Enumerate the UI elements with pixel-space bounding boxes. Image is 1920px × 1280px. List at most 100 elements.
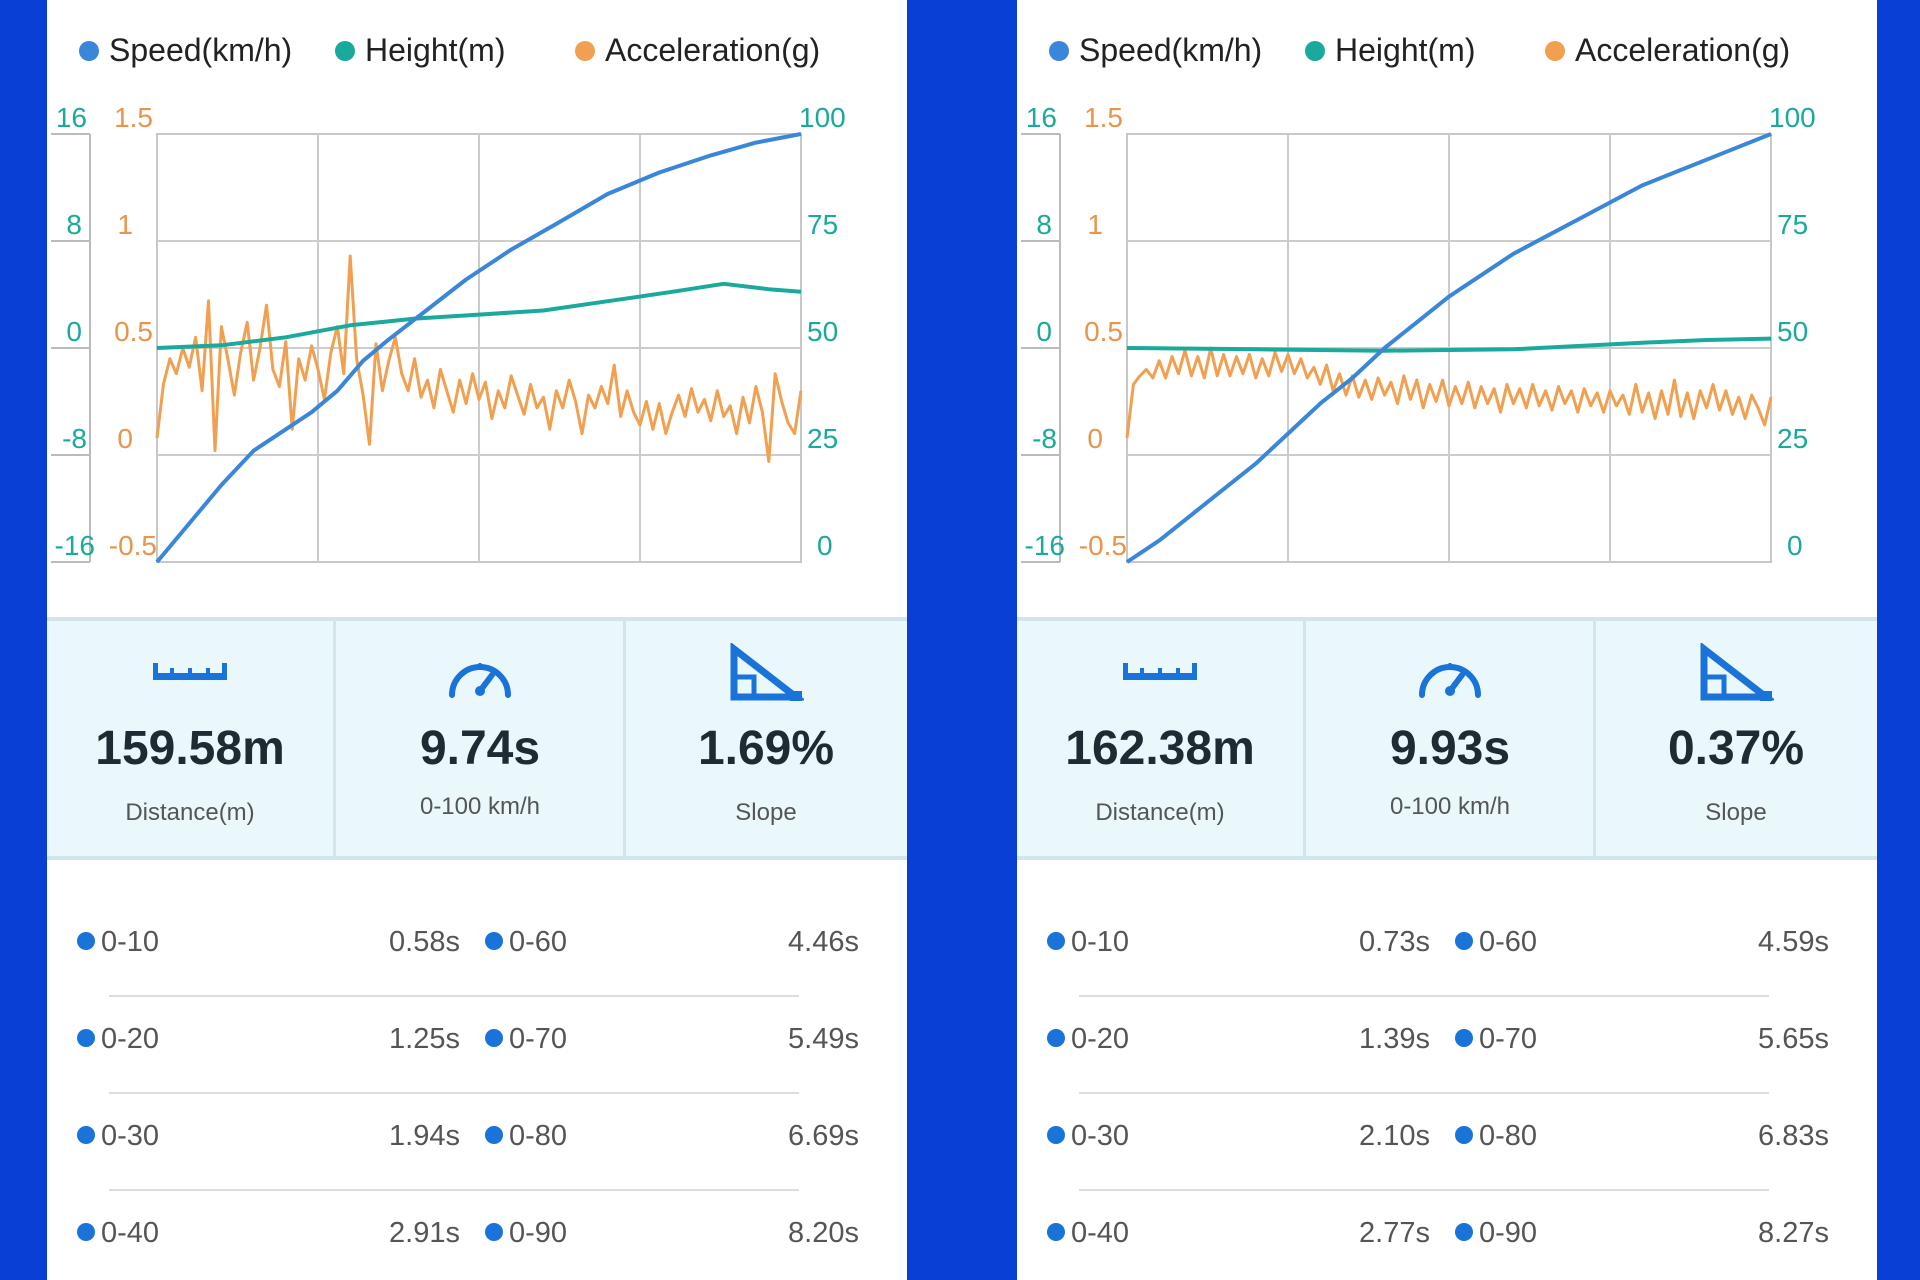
split-time: 4.59s	[1758, 926, 1829, 958]
split-dot-icon	[1455, 1223, 1473, 1242]
acceleration-tick-label: 1.5	[114, 102, 153, 133]
split-dot-icon	[485, 1126, 503, 1145]
split-time: 1.39s	[1359, 1023, 1430, 1055]
slope-label: Slope	[735, 799, 797, 826]
speed-tick-label: 50	[807, 316, 838, 347]
speedometer-icon	[1419, 663, 1481, 698]
split-time: 1.94s	[389, 1120, 460, 1152]
legend-height[interactable]: Height(m)	[1305, 28, 1475, 72]
legend-speed[interactable]: Speed(km/h)	[1049, 28, 1262, 72]
speed-tick-label: 0	[1787, 530, 1803, 561]
height-tick-label: 0	[1036, 316, 1052, 347]
split-dot-icon	[77, 1223, 95, 1242]
split-dot-icon	[485, 1223, 503, 1242]
split-time: 6.69s	[788, 1120, 859, 1152]
split-name-text: 0-80	[1479, 1120, 1538, 1152]
split-time: 5.49s	[788, 1023, 859, 1055]
split-name-text: 0-30	[1071, 1120, 1130, 1152]
time-stat: 9.93s 0-100 km/h	[1307, 621, 1596, 856]
split-dot-icon	[1047, 1126, 1065, 1145]
split-name: 0-60	[485, 926, 567, 959]
legend-acceleration[interactable]: Acceleration(g)	[575, 28, 820, 72]
legend-height-label: Height(m)	[365, 32, 506, 68]
split-name: 0-60	[1455, 926, 1537, 959]
speed-tick-label: 50	[1777, 316, 1808, 347]
legend-height[interactable]: Height(m)	[335, 28, 505, 72]
split-name: 0-20	[1047, 1023, 1129, 1056]
height-tick-label: 8	[66, 209, 82, 240]
acceleration-series-line	[1125, 346, 1773, 439]
result-panel-left: Speed(km/h) Height(m) Acceleration(g) 16…	[47, 0, 907, 1280]
distance-value: 162.38m	[1065, 722, 1255, 775]
split-name-text: 0-10	[101, 926, 160, 958]
split-divider	[109, 1189, 799, 1191]
split-divider	[109, 995, 799, 997]
time-stat: 9.74s 0-100 km/h	[337, 621, 626, 856]
split-row: 0-20 1.39s 0-70 5.65s	[1017, 987, 1877, 1094]
chart-legend: Speed(km/h) Height(m) Acceleration(g)	[47, 28, 907, 72]
height-tick-label: 0	[66, 316, 82, 347]
performance-chart: 16 8 0 -8 -16 1.5 1 0.5 0 -0.5 100 75 50…	[51, 102, 846, 564]
split-name: 0-90	[1455, 1217, 1537, 1250]
legend-dot-height	[1305, 40, 1325, 61]
split-name: 0-70	[485, 1023, 567, 1056]
split-dot-icon	[1047, 932, 1065, 951]
split-row: 0-40 2.77s 0-90 8.27s	[1017, 1181, 1877, 1278]
split-time: 5.65s	[1758, 1023, 1829, 1055]
split-name-text: 0-60	[1479, 926, 1538, 958]
height-tick-label: -8	[1032, 423, 1057, 454]
ruler-icon	[153, 663, 227, 680]
acceleration-tick-label: -0.5	[109, 530, 157, 561]
legend-speed-label: Speed(km/h)	[109, 32, 293, 68]
split-row: 0-20 1.25s 0-70 5.49s	[47, 987, 907, 1094]
legend-speed[interactable]: Speed(km/h)	[79, 28, 292, 72]
split-name: 0-20	[77, 1023, 159, 1056]
split-name: 0-40	[77, 1217, 159, 1250]
height-axis-ticks: 16 8 0 -8 -16	[1025, 102, 1065, 561]
legend-acceleration[interactable]: Acceleration(g)	[1545, 28, 1790, 72]
split-row: 0-10 0.73s 0-60 4.59s	[1017, 890, 1877, 997]
split-dot-icon	[1455, 1029, 1473, 1048]
split-name-text: 0-60	[509, 926, 568, 958]
distance-label: Distance(m)	[1095, 799, 1225, 826]
split-time: 8.27s	[1758, 1217, 1829, 1249]
split-time: 0.73s	[1359, 926, 1430, 958]
result-panel-right: Speed(km/h) Height(m) Acceleration(g) 16…	[1017, 0, 1877, 1280]
split-time: 2.91s	[389, 1217, 460, 1249]
acceleration-time-value: 9.93s	[1389, 722, 1511, 775]
speed-axis-ticks: 100 75 50 25 0	[1769, 102, 1816, 561]
split-dot-icon	[1455, 932, 1473, 951]
legend-speed-label: Speed(km/h)	[1079, 32, 1263, 68]
chart-legend: Speed(km/h) Height(m) Acceleration(g)	[1017, 28, 1877, 72]
split-divider	[1079, 1189, 1769, 1191]
split-name: 0-80	[1455, 1120, 1537, 1153]
split-time: 4.46s	[788, 926, 859, 958]
split-name-text: 0-20	[101, 1023, 160, 1055]
height-series-line	[1126, 336, 1772, 353]
split-name-text: 0-80	[509, 1120, 568, 1152]
acceleration-series-line	[155, 254, 803, 463]
acceleration-tick-label: 0.5	[1084, 316, 1123, 347]
split-time: 1.25s	[389, 1023, 460, 1055]
speed-series-line	[155, 132, 802, 564]
legend-dot-height	[335, 40, 355, 61]
acceleration-tick-label: 0	[1087, 423, 1103, 454]
slope-value: 0.37%	[1667, 722, 1805, 775]
split-row: 0-40 2.91s 0-90 8.20s	[47, 1181, 907, 1278]
acceleration-tick-label: 0	[117, 423, 133, 454]
distance-stat: 159.58m Distance(m)	[47, 621, 336, 856]
split-dot-icon	[1047, 1223, 1065, 1242]
legend-dot-speed	[1049, 40, 1069, 61]
height-series-line	[156, 281, 802, 350]
height-tick-label: -16	[1025, 530, 1065, 561]
speed-tick-label: 100	[1769, 102, 1816, 133]
speed-tick-label: 75	[807, 209, 838, 240]
split-dot-icon	[1047, 1029, 1065, 1048]
split-row: 0-30 1.94s 0-80 6.69s	[47, 1084, 907, 1191]
split-name-text: 0-90	[509, 1217, 568, 1249]
slope-stat: 0.37% Slope	[1593, 621, 1877, 856]
speed-tick-label: 100	[799, 102, 846, 133]
split-name: 0-90	[485, 1217, 567, 1250]
speed-tick-label: 0	[817, 530, 833, 561]
speed-tick-label: 25	[1777, 423, 1808, 454]
